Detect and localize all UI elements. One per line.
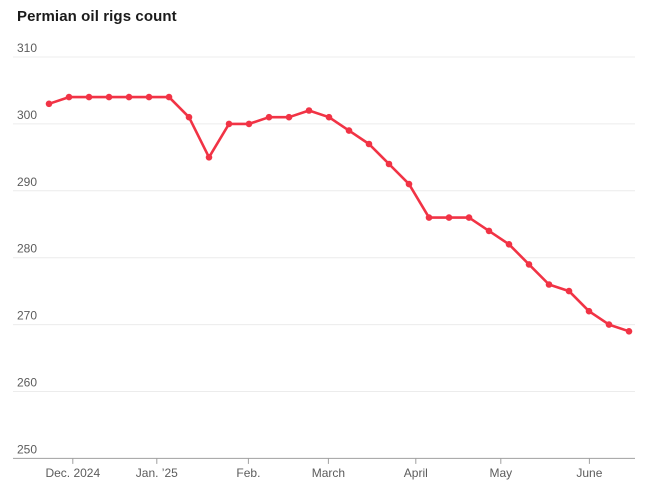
data-point-marker <box>65 93 73 101</box>
x-tick-label: May <box>489 466 512 480</box>
data-point-marker <box>165 93 173 101</box>
data-point-marker <box>265 113 273 121</box>
data-point-marker <box>505 241 513 248</box>
data-point-marker <box>625 328 633 335</box>
x-tick-label: March <box>312 466 345 480</box>
data-point-marker <box>385 160 393 168</box>
data-point-marker <box>605 321 613 328</box>
x-tick-label: April <box>404 466 428 480</box>
data-point-marker <box>405 180 413 188</box>
data-point-marker <box>485 227 493 235</box>
data-point-marker <box>85 93 93 101</box>
data-point-marker <box>305 107 313 114</box>
data-point-marker <box>445 214 453 221</box>
y-tick-label: 270 <box>17 309 37 323</box>
y-tick-label: 310 <box>17 41 37 55</box>
data-point-marker <box>185 113 193 121</box>
data-point-marker <box>325 113 333 121</box>
data-point-marker <box>465 214 473 221</box>
data-point-marker <box>245 120 253 128</box>
chart-title: Permian oil rigs count <box>17 8 177 25</box>
y-tick-label: 280 <box>17 242 37 256</box>
x-tick-label: June <box>576 466 602 480</box>
data-point-marker <box>105 93 113 101</box>
series-line <box>47 95 631 333</box>
y-tick-label: 300 <box>17 108 37 122</box>
data-point-marker <box>585 307 593 315</box>
x-tick-label: Dec. 2024 <box>45 466 100 480</box>
y-tick-label: 290 <box>17 175 37 189</box>
data-point-marker <box>525 261 533 268</box>
x-tick-label: Feb. <box>236 466 260 480</box>
data-point-marker <box>365 140 373 148</box>
y-tick-label: 260 <box>17 376 37 390</box>
data-point-marker <box>425 214 433 221</box>
data-point-marker <box>205 154 213 161</box>
y-tick-label: 250 <box>17 442 37 456</box>
data-point-marker <box>345 127 353 134</box>
x-tick-label: Jan. ’25 <box>136 466 178 480</box>
data-point-marker <box>45 100 53 108</box>
data-point-marker <box>565 287 573 295</box>
data-point-marker <box>125 93 133 101</box>
data-point-marker <box>545 281 553 288</box>
data-point-marker <box>285 113 293 121</box>
data-point-marker <box>225 120 233 128</box>
data-point-marker <box>145 93 153 101</box>
